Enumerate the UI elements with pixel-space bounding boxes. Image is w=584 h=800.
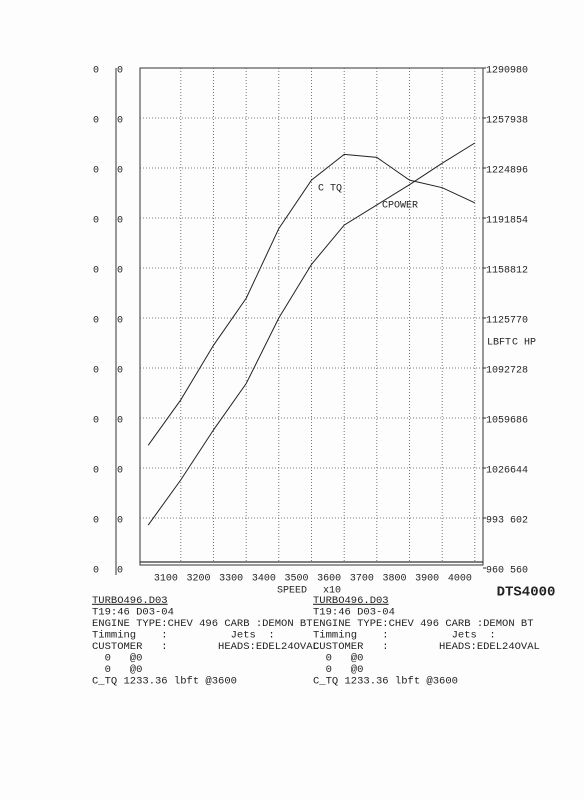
left-tick-label: 0 [93, 266, 99, 277]
info-line: Timming : Jets : [92, 629, 275, 641]
y-tick-label: 1026 [486, 466, 510, 477]
y2-tick-label: 560 [510, 566, 528, 577]
info-line: ENGINE TYPE:CHEV 496 CARB :DEMON BT [313, 618, 534, 630]
y-tick-label: 1158 [486, 266, 510, 277]
y-tick-label: 960 [486, 566, 504, 577]
y-tick-label: 1191 [486, 216, 510, 227]
info-line: 0 @0 [92, 664, 142, 676]
info-line: 0 @0 [313, 664, 363, 676]
left-tick-label: 0 [117, 466, 123, 477]
info-line: C_TQ 1233.36 lbft @3600 [92, 675, 237, 687]
x-tick-label: 3900 [415, 574, 439, 585]
x-tick-label: 3500 [284, 574, 308, 585]
x-tick-label: 4000 [448, 574, 472, 585]
y-tick-label: 1257 [486, 116, 510, 127]
left-tick-label: 0 [117, 566, 123, 577]
x-tick-label: 3300 [219, 574, 243, 585]
y-tick-label: 1290 [486, 66, 510, 77]
y2-tick-label: 728 [510, 366, 528, 377]
left-tick-label: 0 [117, 166, 123, 177]
y-tick-label: 993 [486, 516, 504, 527]
left-tick-label: 0 [117, 316, 123, 327]
y2-tick-label: 896 [510, 166, 528, 177]
logo: DTS4000 [497, 585, 556, 601]
info-line: T19:46 D03-04 [313, 606, 395, 618]
x-tick-label: 3700 [350, 574, 374, 585]
y2-tick-label: 602 [510, 516, 528, 527]
left-tick-label: 0 [117, 116, 123, 127]
x-tick-label: 3400 [252, 574, 276, 585]
y-tick-label: 1059 [486, 416, 510, 427]
y-tick-label: 1092 [486, 366, 510, 377]
y-axis-label: LBFT [487, 338, 511, 349]
left-tick-label: 0 [117, 66, 123, 77]
series-annotation: CPOWER [382, 201, 418, 212]
left-tick-label: 0 [93, 66, 99, 77]
info-line: 0 @0 [92, 652, 142, 664]
y2-tick-label: 854 [510, 216, 528, 227]
left-tick-label: 0 [93, 516, 99, 527]
left-tick-label: 0 [93, 416, 99, 427]
x-axis-label: SPEED [277, 586, 307, 597]
left-tick-label: 0 [93, 316, 99, 327]
series-annotation: C TQ [318, 184, 342, 195]
left-tick-label: 0 [117, 366, 123, 377]
y2-tick-label: 770 [510, 316, 528, 327]
info-line: TURBO496.D03 [313, 595, 389, 607]
left-tick-label: 0 [93, 216, 99, 227]
left-tick-label: 0 [93, 466, 99, 477]
x-tick-label: 3100 [154, 574, 178, 585]
y2-tick-label: 812 [510, 266, 528, 277]
x-tick-label: 3800 [382, 574, 406, 585]
y-tick-label: 1224 [486, 166, 510, 177]
left-tick-label: 0 [117, 266, 123, 277]
left-tick-label: 0 [117, 216, 123, 227]
info-line: ENGINE TYPE:CHEV 496 CARB :DEMON BT [92, 618, 313, 630]
series-line [147, 142, 476, 526]
y2-tick-label: 980 [510, 66, 528, 77]
info-line: TURBO496.D03 [92, 595, 168, 607]
left-tick-label: 0 [93, 366, 99, 377]
y-tick-label: 1125 [486, 316, 510, 327]
y2-axis-label: C HP [512, 338, 536, 349]
x-axis-unit: x10 [323, 586, 341, 597]
left-tick-label: 0 [117, 416, 123, 427]
left-tick-label: 0 [93, 116, 99, 127]
left-tick-label: 0 [117, 516, 123, 527]
info-line: CUSTOMER : HEADS:EDEL24OVAL [313, 641, 540, 653]
series-line [147, 153, 476, 446]
info-line: T19:46 D03-04 [92, 606, 174, 618]
x-tick-label: 3200 [186, 574, 210, 585]
info-line: C_TQ 1233.36 lbft @3600 [313, 675, 458, 687]
info-line: CUSTOMER : HEADS:EDEL24OVAL [92, 641, 319, 653]
y2-tick-label: 938 [510, 116, 528, 127]
x-tick-label: 3600 [317, 574, 341, 585]
info-line: Timming : Jets : [313, 629, 496, 641]
left-tick-label: 0 [93, 166, 99, 177]
y2-tick-label: 644 [510, 466, 528, 477]
left-tick-label: 0 [93, 566, 99, 577]
y2-tick-label: 686 [510, 416, 528, 427]
info-line: 0 @0 [313, 652, 363, 664]
